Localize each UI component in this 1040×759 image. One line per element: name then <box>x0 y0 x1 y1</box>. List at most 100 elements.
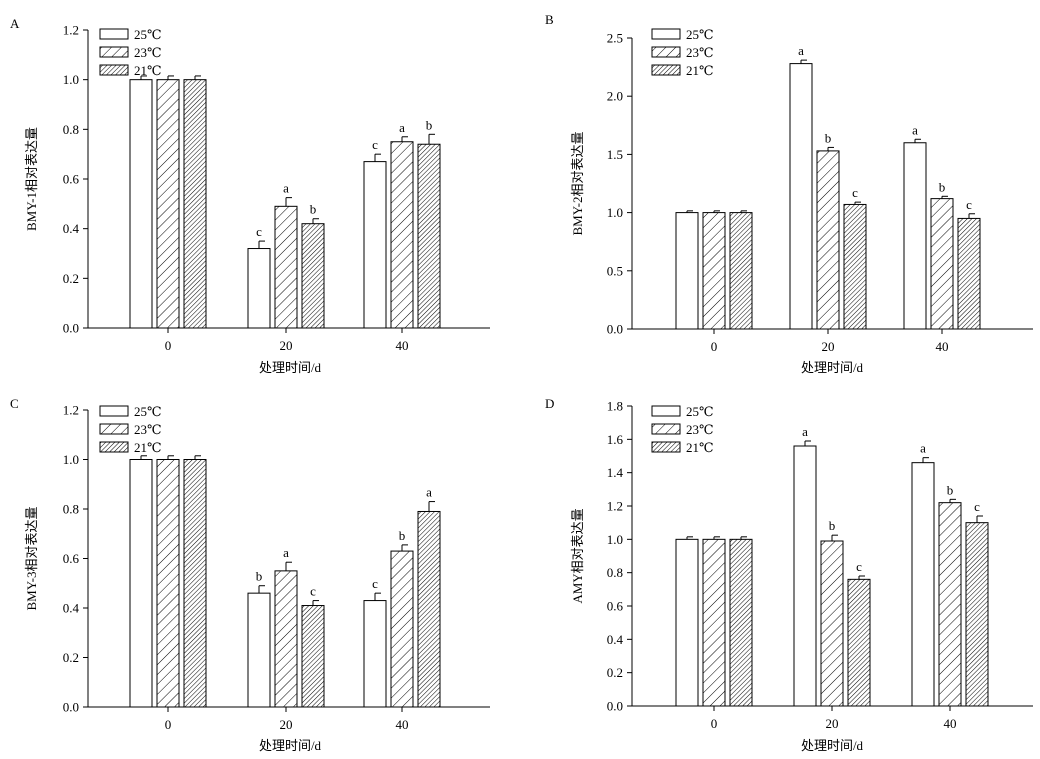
bar <box>789 63 813 330</box>
y-tick-label: 0.6 <box>63 551 80 566</box>
significance-letter: c <box>256 224 262 239</box>
bar <box>911 462 935 707</box>
bar <box>930 198 954 330</box>
panel-label: D <box>545 396 554 411</box>
legend-label: 21℃ <box>134 63 162 78</box>
significance-letter: b <box>829 518 836 533</box>
bar <box>729 538 753 707</box>
bar <box>816 150 840 330</box>
y-tick-label: 1.2 <box>63 403 79 418</box>
bar <box>957 217 981 330</box>
legend-label: 25℃ <box>686 404 714 419</box>
x-tick-label: 0 <box>711 716 718 731</box>
chart-panel-c: C 0.0 0.2 0.4 0.6 0.8 1.0 1.2 BMY-3相对表达量 0 20 40 处理时… <box>10 396 490 753</box>
y-tick-label: 2.5 <box>607 31 623 46</box>
y-tick-label: 0.4 <box>607 632 624 647</box>
y-tick-label: 1.2 <box>63 23 79 38</box>
legend-swatch <box>651 28 681 40</box>
bar <box>156 79 180 329</box>
bar <box>247 248 271 329</box>
y-tick-label: 0.5 <box>607 263 623 278</box>
y-tick-label: 0.0 <box>63 321 79 336</box>
y-tick-label: 1.0 <box>63 452 79 467</box>
bar <box>965 522 989 707</box>
y-tick-label: 1.4 <box>607 465 624 480</box>
y-tick-label: 0.0 <box>607 699 623 714</box>
legend-swatch <box>99 46 129 58</box>
significance-letter: b <box>947 482 954 497</box>
significance-letter: a <box>920 441 926 456</box>
significance-letter: c <box>966 197 972 212</box>
y-tick-label: 0.4 <box>63 221 80 236</box>
legend-label: 25℃ <box>134 404 162 419</box>
x-tick-label: 40 <box>936 339 949 354</box>
legend-swatch <box>99 423 129 435</box>
significance-letter: c <box>372 137 378 152</box>
significance-letter: b <box>256 569 263 584</box>
significance-letter: c <box>310 584 316 599</box>
x-tick-label: 20 <box>822 339 835 354</box>
y-tick-label: 1.2 <box>607 499 623 514</box>
significance-letter: a <box>283 545 289 560</box>
legend-label: 23℃ <box>686 422 714 437</box>
y-tick-label: 1.6 <box>607 432 624 447</box>
bar <box>938 502 962 707</box>
y-tick-label: 0.8 <box>63 502 79 517</box>
bar <box>793 445 817 707</box>
x-axis-title: 处理时间/d <box>259 360 322 375</box>
bar <box>301 605 325 708</box>
bar <box>417 143 441 329</box>
significance-letter: a <box>399 120 405 135</box>
significance-letter: a <box>912 122 918 137</box>
bar <box>675 538 699 707</box>
bar <box>903 142 927 330</box>
significance-letter: c <box>856 559 862 574</box>
x-tick-label: 20 <box>280 717 293 732</box>
y-tick-label: 2.0 <box>607 89 623 104</box>
legend-swatch <box>99 28 129 40</box>
bar <box>843 203 867 330</box>
y-tick-label: 1.0 <box>607 205 623 220</box>
y-tick-label: 0.8 <box>607 565 623 580</box>
y-tick-label: 0.2 <box>63 271 79 286</box>
significance-letter: b <box>825 130 832 145</box>
legend-label: 23℃ <box>686 45 714 60</box>
panel-label: C <box>10 396 19 411</box>
bar <box>301 223 325 329</box>
bar <box>675 212 699 330</box>
bar <box>729 212 753 330</box>
y-tick-label: 1.8 <box>607 399 623 414</box>
y-tick-label: 0.0 <box>607 322 623 337</box>
significance-letter: b <box>310 202 317 217</box>
significance-letter: a <box>802 424 808 439</box>
bar <box>363 161 387 329</box>
y-tick-label: 0.2 <box>607 665 623 680</box>
y-tick-label: 0.4 <box>63 601 80 616</box>
significance-letter: a <box>426 485 432 500</box>
bar <box>183 79 207 329</box>
x-axis-title: 处理时间/d <box>801 360 864 375</box>
legend-label: 25℃ <box>686 27 714 42</box>
significance-letter: c <box>372 576 378 591</box>
significance-letter: c <box>852 185 858 200</box>
bar <box>156 459 180 708</box>
legend-swatch <box>99 64 129 76</box>
bar <box>417 510 441 708</box>
y-tick-label: 0.2 <box>63 650 79 665</box>
legend-label: 25℃ <box>134 27 162 42</box>
bar <box>274 205 298 329</box>
bar <box>183 459 207 708</box>
x-axis-title: 处理时间/d <box>801 738 864 753</box>
legend-swatch <box>651 441 681 453</box>
significance-letter: b <box>399 528 406 543</box>
y-tick-label: 1.5 <box>607 147 623 162</box>
significance-letter: c <box>974 499 980 514</box>
legend-label: 23℃ <box>134 45 162 60</box>
bar <box>363 600 387 708</box>
y-axis-title: AMY相对表达量 <box>570 508 585 603</box>
x-tick-label: 40 <box>396 338 409 353</box>
significance-letter: b <box>939 179 946 194</box>
bar <box>247 592 271 708</box>
x-axis-title: 处理时间/d <box>259 738 322 753</box>
